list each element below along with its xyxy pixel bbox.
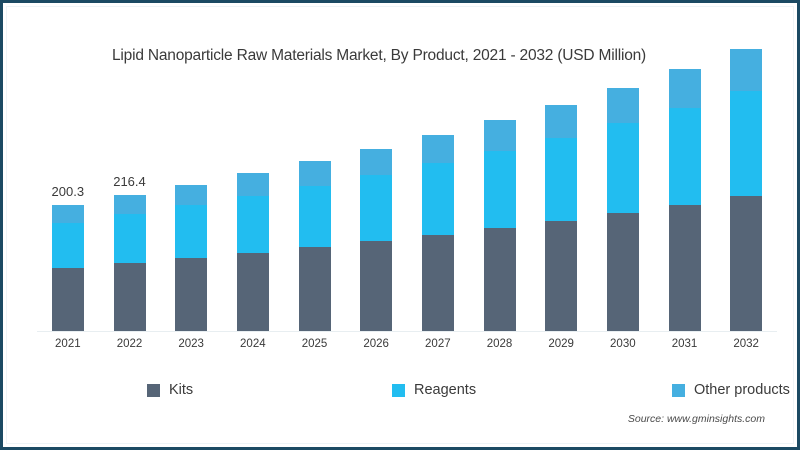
bar-segment-reagents [113, 214, 146, 264]
bar-2025 [298, 161, 331, 331]
bar-segment-reagents [175, 205, 208, 259]
x-tick-2022: 2022 [116, 338, 143, 350]
legend-label: Kits [169, 382, 194, 398]
bar-2031 [668, 69, 701, 331]
bar-segment-reagents [360, 174, 393, 242]
x-tick-2029: 2029 [548, 338, 574, 350]
legend-swatch-icon [672, 383, 685, 397]
chart-title: Lipid Nanoparticle Raw Materials Market,… [112, 47, 647, 64]
bar-2021: 200.3 [51, 184, 84, 331]
bar-2030 [606, 87, 639, 331]
bar-segment-other-products [730, 49, 763, 92]
bar-segment-kits [298, 247, 331, 331]
bar-segment-other-products [298, 161, 331, 186]
bar-segment-reagents [298, 185, 331, 248]
bar-segment-other-products [606, 87, 639, 124]
bar-2026 [360, 148, 393, 331]
bar-segment-reagents [483, 150, 516, 229]
bar-segment-kits [483, 228, 516, 331]
x-tick-2023: 2023 [178, 338, 204, 350]
bar-2032 [730, 49, 763, 331]
bar-segment-reagents [668, 108, 701, 205]
bar-segment-reagents [51, 222, 84, 269]
bar-segment-other-products [236, 173, 269, 196]
legend-label: Other products [694, 382, 790, 398]
legend-item-reagents[interactable]: Reagents [392, 382, 476, 398]
bar-segment-other-products [545, 104, 578, 138]
bar-segment-other-products [360, 148, 393, 175]
chart-canvas: Lipid Nanoparticle Raw Materials Market,… [6, 6, 794, 444]
x-tick-2027: 2027 [425, 338, 451, 350]
bar-segment-kits [175, 258, 208, 331]
axis-baseline [37, 331, 777, 332]
x-tick-2032: 2032 [733, 338, 759, 350]
bar-segment-kits [545, 221, 578, 331]
plot-area: 200.3 216.4 [37, 49, 777, 331]
x-tick-2026: 2026 [363, 338, 389, 350]
bar-segment-kits [606, 213, 639, 331]
legend-label: Reagents [414, 382, 477, 398]
x-axis-tick-labels: 2021 2022 2023 2024 2025 2026 2027 2028 2029 2030… [37, 338, 777, 360]
bar-segment-reagents [421, 163, 454, 236]
bar-2024 [236, 173, 269, 331]
bar-segment-kits [730, 195, 763, 331]
bar-segment-kits [421, 235, 454, 331]
legend-swatch-icon [392, 383, 405, 397]
x-tick-2021: 2021 [55, 338, 81, 350]
bar-segment-kits [360, 241, 393, 331]
legend-swatch-icon [147, 383, 160, 397]
bar-segment-reagents [236, 195, 269, 253]
bar-2023 [175, 184, 208, 331]
x-tick-2024: 2024 [240, 338, 266, 350]
bar-segment-other-products [483, 120, 516, 151]
bar-segment-other-products [113, 195, 146, 215]
x-tick-2028: 2028 [486, 338, 513, 350]
chart-legend: Kits Reagents Other products [147, 382, 790, 408]
bar-segment-other-products [421, 135, 454, 164]
legend-item-other-products[interactable]: Other products [672, 382, 790, 398]
bar-value-label-2022: 216.4 [113, 174, 146, 190]
bar-segment-reagents [545, 137, 578, 222]
bar-2027 [421, 135, 454, 331]
bar-segment-kits [51, 268, 84, 331]
legend-item-kits[interactable]: Kits [147, 382, 193, 398]
bar-segment-kits [668, 204, 701, 331]
bar-segment-other-products [51, 205, 84, 223]
bar-segment-kits [113, 263, 146, 331]
bar-segment-kits [236, 252, 269, 331]
bar-2028 [483, 120, 516, 331]
x-tick-2025: 2025 [301, 338, 328, 350]
bar-value-label-2021: 200.3 [51, 184, 85, 200]
x-tick-2030: 2030 [610, 338, 636, 350]
bar-segment-reagents [606, 123, 639, 214]
bar-2022: 216.4 [113, 174, 146, 331]
source-attribution: Source: www.gminsights.com [627, 413, 765, 425]
bar-segment-other-products [175, 184, 208, 206]
bar-segment-other-products [668, 69, 701, 108]
bar-2029 [545, 104, 578, 331]
bar-segment-reagents [730, 91, 763, 196]
x-tick-2031: 2031 [671, 338, 698, 350]
